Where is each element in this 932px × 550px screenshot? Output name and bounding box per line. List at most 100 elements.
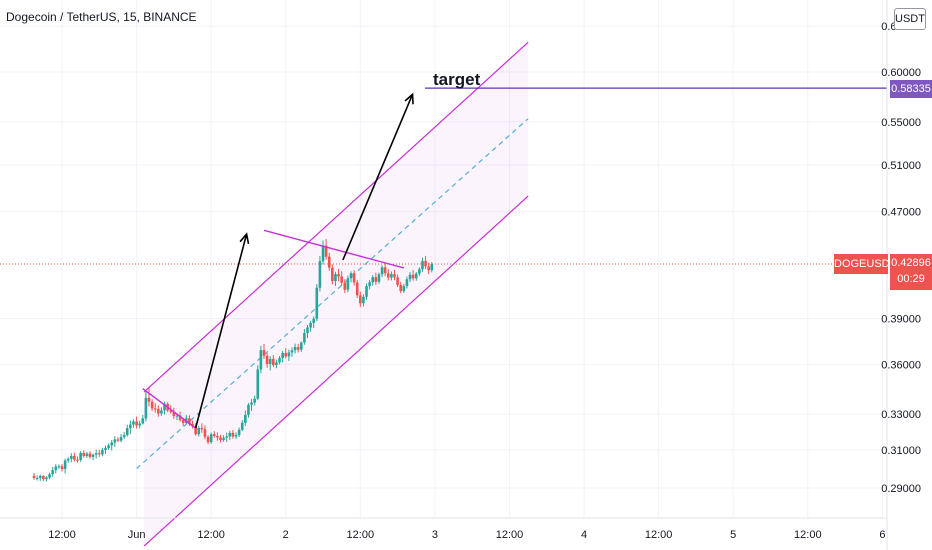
candle-body xyxy=(402,286,406,292)
candle xyxy=(157,405,160,417)
symbol-title[interactable]: Dogecoin / TetherUS, 15, BINANCE xyxy=(6,10,197,24)
candle-body xyxy=(293,347,297,351)
flag-line[interactable] xyxy=(142,388,197,429)
arrow-head xyxy=(404,92,414,105)
flag-line[interactable] xyxy=(263,229,405,269)
candle-body xyxy=(424,260,427,267)
candle-body xyxy=(386,273,390,278)
candle-body xyxy=(321,245,325,262)
candle xyxy=(293,343,297,354)
candle-body xyxy=(237,429,241,436)
x-tick-label[interactable]: 4 xyxy=(581,529,587,541)
candle xyxy=(390,271,393,281)
drawings[interactable] xyxy=(142,92,414,429)
candle-body xyxy=(362,296,365,304)
candle-body xyxy=(132,421,135,425)
x-tick-label[interactable]: Jun xyxy=(128,529,146,541)
target-annotation-label: target xyxy=(433,70,481,89)
y-tick-label[interactable]: 0.31000 xyxy=(881,445,921,457)
y-tick-label[interactable]: 0.29000 xyxy=(881,483,921,495)
arrow-drawing[interactable] xyxy=(342,92,414,261)
x-tick-label[interactable]: 2 xyxy=(283,529,289,541)
candle-body xyxy=(172,411,176,417)
candle-body xyxy=(256,369,260,399)
candle-body xyxy=(197,427,201,435)
candle-body xyxy=(138,423,141,426)
candle-body xyxy=(408,274,412,280)
x-tick-label[interactable]: 12:00 xyxy=(197,529,225,541)
candle-body xyxy=(430,264,434,271)
candle-body xyxy=(48,474,51,478)
candle-body xyxy=(250,402,253,405)
candle-body xyxy=(54,466,58,471)
last-price-badge: 0.42896 00:29 xyxy=(890,254,932,290)
candle xyxy=(116,437,120,443)
candle xyxy=(265,352,269,368)
y-axis-labels[interactable]: 0.650000.600000.550000.510000.470000.390… xyxy=(881,21,921,495)
candle-body xyxy=(418,269,421,274)
candle xyxy=(101,447,104,457)
y-tick-label[interactable]: 0.33000 xyxy=(881,409,921,421)
y-tick-label[interactable]: 0.47000 xyxy=(881,207,921,219)
candle xyxy=(259,345,263,374)
candle-body xyxy=(194,426,197,435)
candle-body xyxy=(299,342,303,350)
candle-body xyxy=(377,274,381,282)
candle-body xyxy=(396,277,399,286)
x-tick-label[interactable]: 3 xyxy=(432,529,438,541)
candle-body xyxy=(219,437,222,440)
candle xyxy=(414,272,418,281)
candle xyxy=(160,407,163,416)
candle-body xyxy=(414,273,418,279)
x-tick-label[interactable]: 5 xyxy=(730,529,736,541)
candle xyxy=(70,453,73,463)
candle xyxy=(421,257,424,272)
candle xyxy=(352,270,356,286)
x-tick-label[interactable]: 12:00 xyxy=(347,529,375,541)
candle xyxy=(262,343,266,359)
candle-body xyxy=(352,273,356,283)
candle-body xyxy=(343,282,347,290)
candle xyxy=(399,281,403,294)
candle xyxy=(225,432,228,442)
x-axis-labels[interactable]: 12:00 Jun 12:00 2 12:00 3 12:00 4 12:00 5 12:00 6 xyxy=(48,529,885,541)
candle xyxy=(153,403,157,413)
y-tick-label[interactable]: 0.36000 xyxy=(881,359,921,371)
candle-body xyxy=(355,282,359,296)
x-tick-label[interactable]: 12:00 xyxy=(794,529,822,541)
y-tick-label[interactable]: 0.60000 xyxy=(881,67,921,79)
x-tick-label[interactable]: 12:00 xyxy=(48,529,76,541)
candle xyxy=(206,435,210,445)
candle xyxy=(88,451,92,459)
candle xyxy=(296,343,300,353)
candle xyxy=(327,252,331,271)
y-tick-label[interactable]: 0.39000 xyxy=(881,313,921,325)
candle xyxy=(396,274,399,288)
candle-body xyxy=(113,439,117,443)
candle-body xyxy=(278,357,281,363)
x-tick-label[interactable]: 12:00 xyxy=(645,529,673,541)
x-tick-label[interactable]: 6 xyxy=(879,529,885,541)
candle-body xyxy=(206,436,210,443)
candle xyxy=(237,427,241,438)
arrow-drawing[interactable] xyxy=(194,232,250,429)
y-tick-label[interactable]: 0.51000 xyxy=(881,160,921,172)
candle xyxy=(303,328,306,345)
candle-body xyxy=(231,432,235,437)
candle xyxy=(383,263,387,277)
y-tick-label[interactable]: 0.55000 xyxy=(881,117,921,129)
candle xyxy=(253,395,256,406)
candle-body xyxy=(169,410,173,412)
currency-badge[interactable]: USDT xyxy=(894,8,926,30)
candle xyxy=(222,435,225,442)
candle-body xyxy=(374,277,378,282)
candle-body xyxy=(135,421,138,426)
candle-body xyxy=(324,245,328,257)
channel-lower-line[interactable] xyxy=(143,195,529,547)
channel-upper-line[interactable] xyxy=(143,41,529,393)
candle-body xyxy=(228,432,232,437)
x-tick-label[interactable]: 12:00 xyxy=(496,529,524,541)
candle xyxy=(172,407,176,419)
candle xyxy=(60,464,64,472)
